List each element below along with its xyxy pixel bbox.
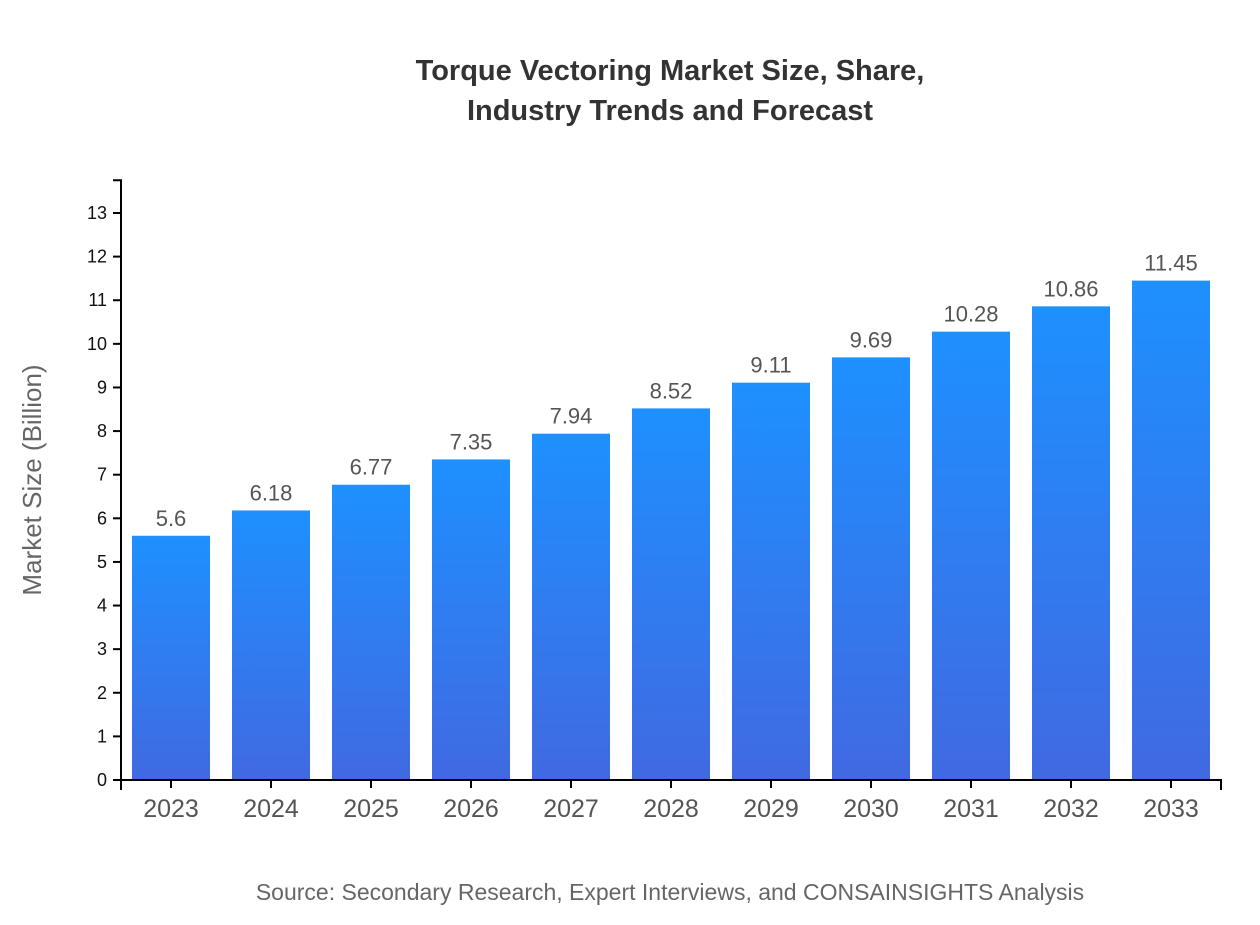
x-tick-label-2026: 2026 — [443, 795, 499, 823]
source-note: Source: Secondary Research, Expert Inter… — [256, 879, 1084, 905]
chart-title-line-2: Industry Trends and Forecast — [467, 95, 873, 127]
y-axis-label: Market Size (Billion) — [17, 364, 47, 595]
x-tick-label-2025: 2025 — [343, 795, 399, 823]
y-tick-label-13: 13 — [87, 203, 107, 223]
data-label-2024: 6.18 — [250, 480, 293, 505]
bar-2031 — [932, 331, 1010, 780]
y-tick-label-7: 7 — [97, 465, 107, 485]
bar-2028 — [632, 408, 710, 780]
data-label-2027: 7.94 — [550, 404, 593, 429]
x-tick-label-2023: 2023 — [143, 795, 199, 823]
x-tick-label-2024: 2024 — [243, 795, 299, 823]
y-tick-label-10: 10 — [87, 334, 107, 354]
bar-2030 — [832, 357, 910, 780]
bar-2023 — [132, 535, 210, 780]
x-tick-label-2030: 2030 — [843, 795, 899, 823]
y-tick-label-2: 2 — [97, 683, 107, 703]
y-tick-label-4: 4 — [97, 596, 107, 616]
x-tick-label-2029: 2029 — [743, 795, 799, 823]
data-label-2032: 10.86 — [1043, 276, 1098, 301]
chart-title-line-1: Torque Vectoring Market Size, Share, — [416, 55, 925, 87]
x-tick-label-2027: 2027 — [543, 795, 599, 823]
bar-2024 — [232, 510, 310, 780]
bar-2027 — [532, 433, 610, 780]
data-label-2025: 6.77 — [350, 455, 393, 480]
y-tick-label-5: 5 — [97, 552, 107, 572]
x-tick-label-2033: 2033 — [1143, 795, 1199, 823]
bar-2029 — [732, 382, 810, 780]
y-tick-label-8: 8 — [97, 421, 107, 441]
y-tick-label-9: 9 — [97, 377, 107, 397]
data-label-2028: 8.52 — [650, 378, 693, 403]
y-tick-label-12: 12 — [87, 247, 107, 267]
data-label-2029: 9.11 — [750, 353, 791, 378]
data-label-2026: 7.35 — [450, 429, 493, 454]
x-tick-label-2032: 2032 — [1043, 795, 1099, 823]
data-label-2031: 10.28 — [943, 302, 998, 327]
y-tick-label-11: 11 — [88, 290, 107, 310]
y-tick-label-1: 1 — [97, 726, 107, 746]
bar-2025 — [332, 484, 410, 780]
data-label-2023: 5.6 — [156, 506, 187, 531]
bar-2033 — [1132, 280, 1210, 780]
bar-2032 — [1032, 306, 1110, 780]
data-label-2033: 11.45 — [1144, 251, 1197, 276]
y-tick-label-0: 0 — [97, 770, 107, 790]
y-axis-line — [113, 179, 122, 781]
bar-2026 — [432, 459, 510, 780]
y-tick-label-3: 3 — [97, 639, 107, 659]
x-tick-label-2028: 2028 — [643, 795, 699, 823]
data-label-2030: 9.69 — [850, 327, 893, 352]
y-tick-label-6: 6 — [97, 508, 107, 528]
x-axis-line — [120, 779, 1222, 790]
x-tick-label-2031: 2031 — [943, 795, 999, 823]
